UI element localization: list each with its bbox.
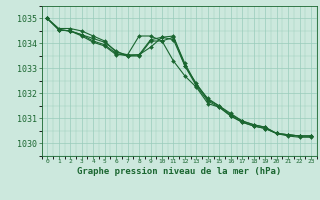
X-axis label: Graphe pression niveau de la mer (hPa): Graphe pression niveau de la mer (hPa) xyxy=(77,167,281,176)
